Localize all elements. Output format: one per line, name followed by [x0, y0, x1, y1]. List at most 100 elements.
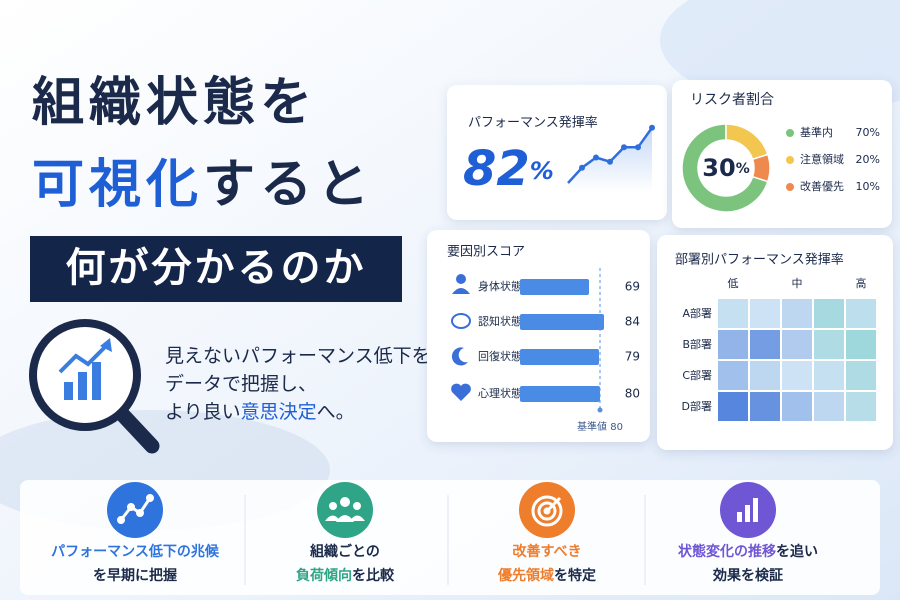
heatmap-cell — [846, 392, 876, 421]
trend-point — [621, 144, 627, 151]
emphasis-text: 負荷傾向 — [296, 567, 352, 584]
headline-line2: 可視化すると — [32, 155, 374, 215]
heatmap-cell — [718, 299, 748, 328]
feature-line: 負荷傾向を比較 — [296, 567, 395, 584]
text-segment: を早期に把握 — [93, 567, 177, 584]
bar — [520, 386, 600, 402]
factor-label: 身体状態 — [478, 279, 522, 293]
heatmap-cell — [718, 330, 748, 359]
legend-dot — [786, 129, 794, 137]
heatmap-cell — [782, 299, 812, 328]
bar — [520, 349, 599, 365]
kpi-unit: % — [530, 157, 554, 185]
row-label: C部署 — [682, 369, 712, 382]
feature-line: を早期に把握 — [93, 567, 177, 584]
feature-line: 改善すべき — [512, 543, 581, 560]
trend-point — [635, 144, 641, 151]
bar-value: 84 — [625, 315, 640, 329]
heatmap-cell — [718, 392, 748, 421]
text-segment: すると — [203, 155, 374, 215]
factor-icons — [451, 274, 471, 401]
trend-point — [649, 124, 655, 131]
center-unit: % — [736, 161, 750, 177]
heatmap-cell — [846, 330, 876, 359]
heatmap-cell — [846, 361, 876, 390]
text-segment: 組織ごとの — [309, 543, 380, 560]
legend-name: 注意領域 — [800, 152, 844, 166]
lead-line: より良い意思決定へ。 — [165, 401, 355, 423]
trend-point — [593, 154, 599, 161]
feature-line: 組織ごとの — [309, 543, 380, 560]
card-title: 要因別スコア — [447, 245, 525, 260]
risk-card — [672, 80, 892, 228]
row-label: A部署 — [682, 307, 712, 320]
trend-area — [568, 127, 652, 192]
feature-icon-circle — [317, 482, 373, 538]
row-label: B部署 — [682, 338, 712, 351]
heatmap-cell — [718, 361, 748, 390]
feature-strip — [20, 480, 880, 595]
trend-point — [579, 164, 585, 171]
column-label: 中 — [792, 277, 803, 290]
text-segment: より良い — [165, 401, 241, 423]
text-segment: へ。 — [317, 401, 355, 423]
legend-dot — [786, 183, 794, 191]
heatmap-cell — [814, 330, 844, 359]
heatmap-cell — [782, 392, 812, 421]
bar-value: 69 — [625, 280, 640, 294]
legend-value: 70% — [856, 126, 880, 139]
legend-value: 10% — [856, 180, 880, 193]
emphasis-text: 状態変化の推移 — [678, 543, 776, 560]
feature-line: 優先領域を特定 — [497, 567, 596, 584]
feature-icons — [117, 494, 758, 527]
factor-label: 心理状態 — [478, 386, 522, 400]
heatmap-cell — [782, 361, 812, 390]
column-label: 低 — [728, 277, 739, 290]
text-segment: を特定 — [554, 567, 596, 584]
factor-card — [427, 230, 650, 442]
feature-line: パフォーマンス低下の兆候 — [51, 543, 220, 560]
emphasis-text: 可視化 — [32, 155, 203, 215]
column-label: 高 — [856, 276, 867, 290]
reference-value: 80 — [610, 422, 623, 433]
text-segment: を比較 — [352, 567, 395, 584]
bar-value: 79 — [625, 350, 640, 364]
lead-line: データで把握し、 — [165, 373, 317, 395]
heatmap-cell — [814, 299, 844, 328]
lead-line: 見えないパフォーマンス低下を — [165, 345, 431, 367]
donut-segment — [681, 123, 769, 213]
heatmap-cell — [814, 392, 844, 421]
trend-point — [607, 158, 613, 165]
text-segment: データで把握し、 — [165, 373, 317, 395]
headline-line3: 何が分かるのか — [66, 245, 367, 291]
heatmap-cell — [846, 299, 876, 328]
bar — [520, 314, 604, 330]
factor-label: 回復状態 — [478, 349, 522, 363]
text-segment: 見えないパフォーマンス低下を — [165, 345, 431, 367]
card-title: パフォーマンス発揮率 — [468, 116, 598, 131]
bar — [520, 279, 589, 295]
legend-name: 基準内 — [800, 125, 833, 139]
emphasis-text: 優先領域 — [497, 567, 554, 584]
bar-value: 80 — [625, 387, 640, 401]
donut-segment — [751, 153, 771, 183]
emphasis-text: 改善すべき — [512, 543, 581, 560]
factor-label: 認知状態 — [478, 314, 522, 328]
emphasis-text: 意思決定 — [241, 401, 317, 423]
features: パフォーマンス低下の兆候を早期に把握組織ごとの負荷傾向を比較改善すべき優先領域を… — [51, 543, 818, 584]
headline-box — [30, 236, 402, 302]
kpi-number: 82 — [463, 141, 530, 197]
text-segment: を追い — [776, 543, 818, 560]
heatmap-cell — [750, 330, 780, 359]
reference-dot — [597, 407, 603, 413]
heatmap-cell — [750, 361, 780, 390]
reference-label: 基準値 80 — [577, 420, 623, 433]
legend-name: 改善優先 — [800, 179, 844, 193]
emphasis-text: パフォーマンス低下の兆候 — [51, 543, 220, 560]
donut-center: 30% — [702, 154, 749, 182]
heatmap-cell — [750, 392, 780, 421]
